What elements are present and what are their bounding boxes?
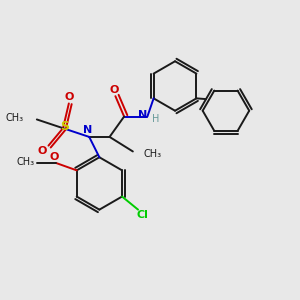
Text: O: O xyxy=(109,85,119,95)
Text: O: O xyxy=(49,152,59,162)
Text: CH₃: CH₃ xyxy=(16,157,34,166)
Text: N: N xyxy=(138,110,148,120)
Text: Cl: Cl xyxy=(136,210,148,220)
Text: O: O xyxy=(38,146,47,157)
Text: CH₃: CH₃ xyxy=(6,113,24,123)
Text: S: S xyxy=(60,120,69,133)
Text: CH₃: CH₃ xyxy=(143,149,161,159)
Text: N: N xyxy=(83,124,92,135)
Text: O: O xyxy=(64,92,74,102)
Text: H: H xyxy=(152,114,159,124)
